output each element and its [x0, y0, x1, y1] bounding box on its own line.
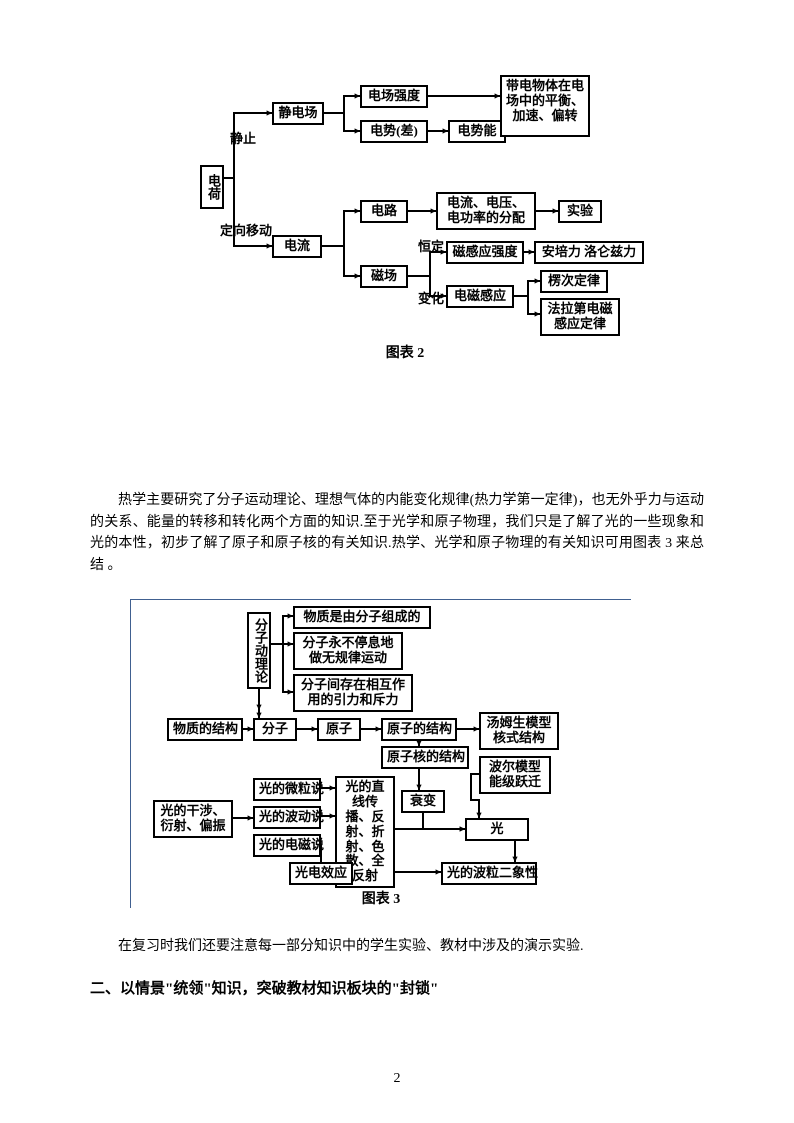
node-fenpei: 电流、电压、电功率的分配 — [436, 192, 536, 230]
node-fenzi: 分子 — [253, 718, 297, 741]
node-wzjg: 物质的结构 — [167, 718, 243, 741]
node-lenz: 楞次定律 — [540, 270, 608, 293]
node-bohr: 波尔模型能级跃迁 — [479, 756, 551, 794]
node-charged: 带电物体在电场中的平衡、加速、偏转 — [500, 75, 590, 137]
node-dianshi: 电势(差) — [360, 120, 428, 143]
node-yuanzi: 原子 — [317, 718, 361, 741]
label-hengding: 恒定 — [418, 236, 444, 255]
node-jingdian: 静电场 — [272, 102, 324, 125]
node-ganshe: 光的干涉、衍射、偏振 — [153, 800, 233, 838]
node-shineng: 电势能 — [448, 120, 506, 143]
node-gdxy: 光电效应 — [289, 862, 353, 885]
label-dingyi: 定向移动 — [220, 220, 272, 239]
node-bds: 光的波动说 — [253, 806, 321, 829]
diagram-3: 图表 3 分子动理论物质是由分子组成的分子永不停息地做无规律运动分子间存在相互作… — [130, 599, 631, 908]
node-ciqiang: 磁感应强度 — [446, 241, 524, 264]
node-tms: 汤姆生模型核式结构 — [479, 712, 559, 750]
label-jingzhi: 静止 — [230, 128, 256, 147]
node-anluo: 安培力 洛仑兹力 — [534, 241, 644, 264]
node-dianlu: 电路 — [360, 200, 408, 223]
node-yzhjg: 原子核的结构 — [381, 746, 469, 769]
paragraph-2: 在复习时我们还要注意每一部分知识中的学生实验、教材中涉及的演示实验. — [90, 936, 704, 958]
node-fzyl: 分子间存在相互作用的引力和斥力 — [293, 674, 413, 712]
diagram-3-caption: 图表 3 — [131, 888, 631, 908]
section-heading-2: 二、以情景"统领"知识，突破教材知识板块的"封锁" — [90, 977, 704, 998]
paragraph-1: 热学主要研究了分子运动理论、理想气体的内能变化规律(热力学第一定律)，也无外乎力… — [90, 490, 704, 577]
node-fzyd: 分子永不停息地做无规律运动 — [293, 632, 403, 670]
label-bianhua: 变化 — [418, 288, 444, 307]
node-guang: 光 — [465, 818, 529, 841]
node-yzjg: 原子的结构 — [381, 718, 457, 741]
node-faraday: 法拉第电磁感应定律 — [540, 298, 620, 336]
node-blex: 光的波粒二象性 — [441, 862, 537, 885]
node-fzdl: 分子动理论 — [247, 612, 271, 689]
node-cgy: 电磁感应 — [446, 285, 514, 308]
page-number: 2 — [0, 1071, 794, 1087]
node-wls: 光的微粒说 — [253, 778, 321, 801]
node-qiangdu: 电场强度 — [360, 85, 428, 108]
node-dianliu: 电流 — [272, 235, 322, 258]
node-shiyan: 实验 — [558, 200, 602, 223]
node-wzfz: 物质是由分子组成的 — [293, 606, 431, 629]
diagram-2-caption: 图表 2 — [200, 342, 610, 362]
node-shuaib: 衰变 — [401, 790, 445, 813]
node-dcs: 光的电磁说 — [253, 834, 321, 857]
diagram-2: 图表 2 电荷 静电场 电场强度电势(差) 电势能带电物体在电场中的平衡、加速、偏转电… — [200, 60, 610, 370]
node-cichang: 磁场 — [360, 265, 408, 288]
node-dianhe: 电荷 — [200, 165, 224, 209]
